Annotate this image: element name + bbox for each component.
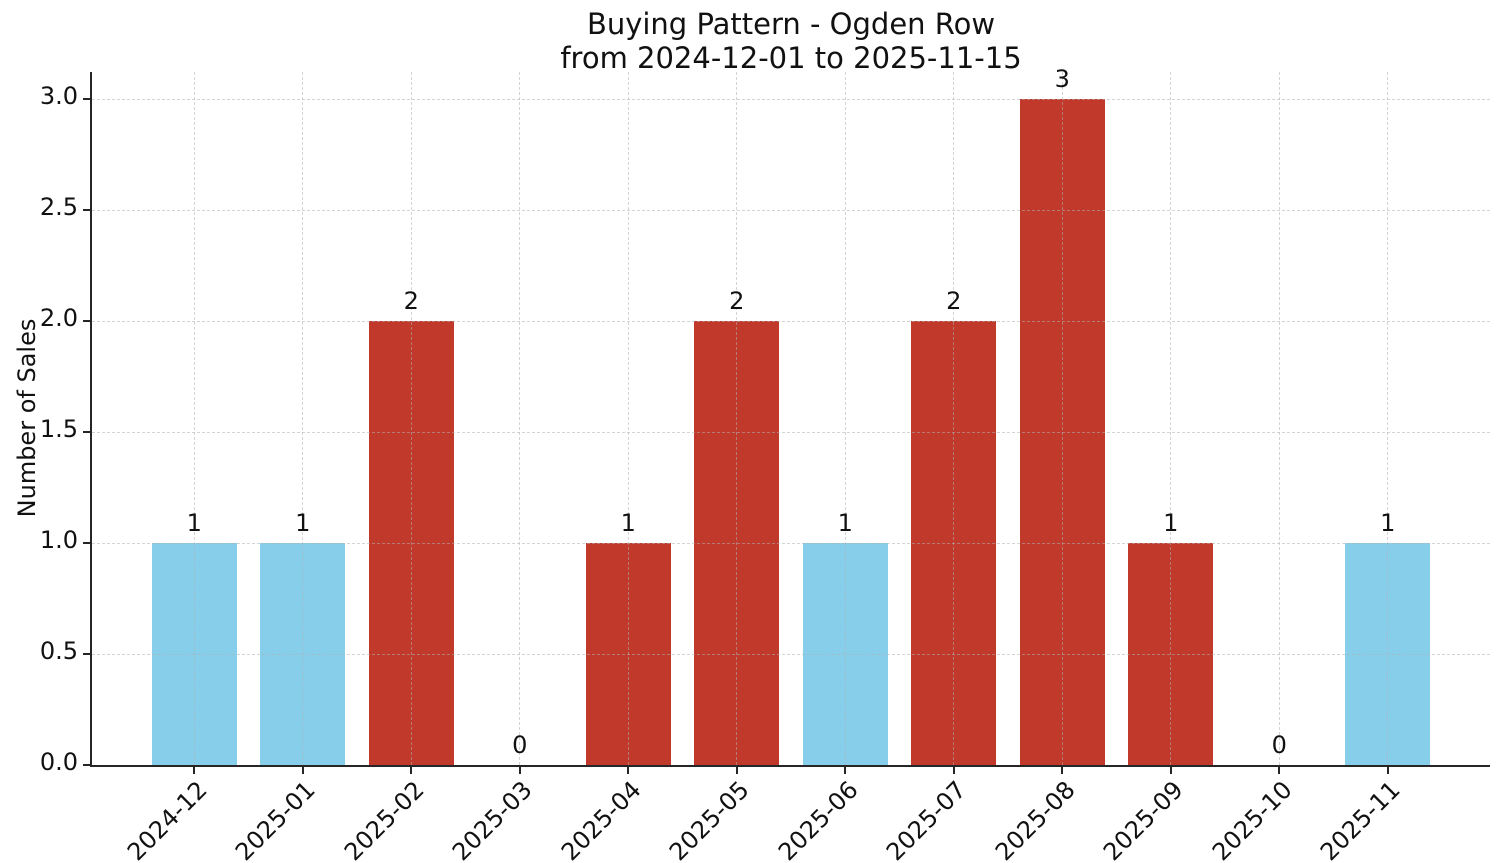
bar-value-label: 0 [512,731,528,759]
y-axis-label: Number of Sales [13,318,41,518]
v-gridline [302,72,303,765]
x-tick-label: 2025-03 [447,775,539,863]
x-tick-mark [844,765,847,774]
plot-area: 0.0 0.5 1.0 1.5 2.0 2.5 3.0 1 2024-12 1 2025-01 2 20… [40,67,1490,863]
y-tick-mark [83,541,92,544]
y-axis-spine [90,72,92,767]
y-tick-label: 2.5 [39,192,78,221]
y-tick-label: 0.0 [39,748,78,776]
x-tick-mark [301,765,304,774]
x-tick-label: 2025-08 [989,775,1081,863]
h-gridline [92,98,1490,100]
x-tick-label: 2025-05 [664,775,756,863]
bar-value-label: 2 [403,286,419,315]
bar-value-label: 2 [946,286,962,315]
chart-title-block: Buying Pattern - Ogden Row from 2024-12-… [92,7,1490,75]
bar-value-label: 1 [1380,508,1396,537]
x-tick-mark [1386,765,1389,774]
x-tick-mark [1169,765,1172,774]
y-tick-mark [83,208,92,211]
v-gridline [953,72,954,765]
x-tick-mark [518,765,521,774]
chart-title: Buying Pattern - Ogden Row [586,7,996,41]
x-tick-mark [735,765,738,774]
y-tick-label: 1.5 [39,414,78,443]
bar-value-label: 0 [1271,731,1287,759]
v-gridline [193,72,195,765]
y-tick-mark [83,97,92,100]
x-tick-mark [193,765,196,774]
bar-value-label: 1 [837,508,853,537]
x-tick-label: 2025-07 [881,775,973,863]
h-gridline [92,542,1490,544]
y-tick-mark [83,430,92,433]
v-gridline [1170,72,1171,765]
x-tick-label: 2025-02 [338,775,430,863]
v-gridline [1387,72,1388,765]
x-tick-mark [627,765,630,774]
y-tick-label: 2.0 [39,303,78,332]
bar-value-label: 1 [186,508,202,537]
v-gridline [410,72,412,765]
y-tick-label: 0.5 [39,636,78,665]
x-tick-label: 2025-04 [555,775,647,863]
x-tick-mark [952,765,955,774]
bar-value-label: 3 [1054,64,1070,93]
x-tick-mark [1278,765,1281,774]
y-tick-mark [83,319,92,322]
x-tick-label: 2025-11 [1315,775,1407,863]
chart-subtitle: from 2024-12-01 to 2025-11-15 [560,40,1022,75]
y-tick-label: 3.0 [39,81,78,110]
x-tick-mark [1061,765,1064,774]
y-tick-mark [83,652,92,655]
bar-value-label: 1 [1163,508,1179,537]
x-tick-label: 2025-09 [1098,775,1190,863]
x-tick-label: 2025-06 [772,775,864,863]
v-gridline [519,72,520,765]
x-tick-label: 2025-10 [1206,775,1298,863]
v-gridline [736,72,737,765]
x-tick-label: 2025-01 [230,775,322,863]
v-gridline [1278,72,1280,765]
h-gridline [92,431,1490,433]
y-tick-mark [83,764,92,766]
h-gridline [92,209,1490,211]
bar-value-label: 1 [295,508,311,537]
v-gridline [1061,72,1063,765]
x-tick-mark [410,765,413,774]
h-gridline [92,320,1490,322]
x-axis-spine [90,765,1490,767]
bar-value-label: 1 [620,508,636,537]
x-tick-label: 2024-12 [121,775,213,863]
y-tick-label: 1.0 [39,525,78,554]
h-gridline [92,653,1490,655]
bar-value-label: 2 [729,286,745,315]
v-gridline [844,72,846,765]
v-gridline [627,72,629,765]
